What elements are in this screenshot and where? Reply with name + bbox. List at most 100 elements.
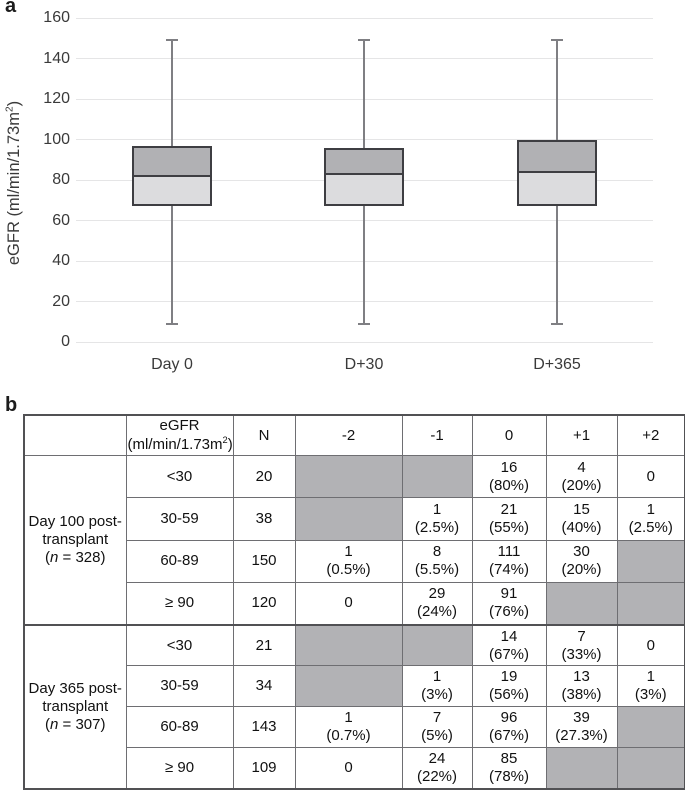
y-tick-label: 60	[52, 211, 70, 229]
shift-count: 85	[500, 750, 518, 768]
panel-b-label: b	[5, 394, 18, 416]
n-count-cell: 150	[232, 539, 296, 584]
table-row: 30-59 34 1 (3%) 19 (56%) 13 (38%) 1 (3%)	[24, 665, 685, 708]
shift-count: 91	[500, 585, 518, 603]
table-row: ≥ 90 120 0 29 (24%) 91 (76%)	[24, 582, 685, 626]
header-shift-category-cell: -1	[401, 414, 473, 456]
box	[324, 147, 404, 207]
box-upper-quartile	[519, 141, 595, 173]
egfr-shift-table: eGFR (ml/min/1.73m2) N -2 -1 0 +1 +2 Day 100 pos…	[23, 414, 685, 790]
egfr-range-cell: <30	[125, 454, 234, 499]
shift-value-cell: 1 (0.5%)	[294, 539, 403, 584]
gray-cell	[616, 582, 685, 626]
gray-cell	[616, 539, 685, 584]
table-header-row: eGFR (ml/min/1.73m2) N -2 -1 0 +1 +2	[23, 414, 685, 456]
header-egfr-line1: eGFR	[159, 417, 200, 434]
header-corner-cell	[23, 414, 127, 456]
gray-cell	[401, 454, 473, 499]
shift-count: 19	[500, 668, 518, 686]
box-upper-quartile	[326, 149, 402, 175]
header-n-cell: N	[232, 414, 296, 456]
whisker-cap-top	[166, 39, 178, 42]
shift-value-cell: 1 (0.7%)	[294, 706, 403, 749]
shift-value-cell: 13 (38%)	[545, 665, 618, 708]
shift-percent: (24%)	[416, 603, 457, 621]
row-group-label-line2: transplant	[42, 530, 109, 548]
table-row: ≥ 90 109 0 24 (22%) 85 (78%)	[24, 747, 685, 790]
y-tick-label: 80	[52, 171, 70, 188]
shift-percent: (76%)	[488, 603, 529, 621]
row-group-n-value: = 328)	[58, 548, 106, 566]
n-count-cell: 143	[232, 706, 296, 749]
shift-count: 1	[432, 668, 442, 686]
shift-count: 39	[573, 709, 590, 727]
shift-percent: (56%)	[488, 686, 529, 704]
gray-cell	[616, 706, 685, 749]
gray-cell	[401, 623, 473, 667]
shift-value-cell: 4 (20%)	[545, 454, 618, 499]
shift-percent: (20%)	[561, 476, 602, 494]
gray-cell	[294, 665, 403, 708]
shift-value-cell: 1 (3%)	[401, 665, 473, 708]
row-group-n-value: = 307)	[58, 715, 106, 733]
row-group-n-symbol: n	[50, 715, 59, 733]
shift-value-cell: 15 (40%)	[545, 497, 618, 541]
gray-cell	[616, 747, 685, 790]
row-group-n-open: (	[45, 548, 51, 566]
shift-count: 0	[646, 467, 655, 485]
shift-percent: (22%)	[416, 768, 457, 786]
shift-percent: (5%)	[421, 727, 453, 745]
shift-count: 1	[646, 501, 655, 519]
shift-percent: (80%)	[488, 476, 529, 494]
shift-value-cell: 21 (55%)	[471, 497, 547, 541]
shift-percent: (78%)	[488, 768, 529, 786]
boxplot-chart: eGFR (ml/min/1.73m2) 0 20 40 60 80 100 120 140 1…	[4, 9, 653, 373]
y-tick-label: 40	[52, 252, 70, 269]
n-count-cell: 38	[232, 497, 296, 541]
shift-value-cell: 29 (24%)	[401, 582, 473, 626]
shift-count: 14	[500, 627, 518, 645]
shift-count: 0	[646, 636, 655, 654]
y-tick-label: 160	[43, 9, 70, 26]
shift-count: 4	[577, 458, 586, 476]
shift-value-cell: 91 (76%)	[471, 582, 547, 626]
shift-value-cell: 7 (5%)	[401, 706, 473, 749]
egfr-range-cell: 30-59	[125, 665, 234, 708]
y-tick-label: 20	[52, 292, 70, 310]
box	[517, 139, 597, 207]
egfr-range-cell: 30-59	[125, 497, 234, 541]
shift-percent: (27.3%)	[555, 727, 608, 745]
shift-value-cell: 96 (67%)	[471, 706, 547, 749]
egfr-range-cell: ≥ 90	[125, 582, 234, 626]
y-tick-label: 140	[43, 49, 70, 67]
x-category-label: D+365	[533, 356, 581, 373]
shift-value-cell: 85 (78%)	[471, 747, 547, 790]
shift-value-cell: 0	[294, 747, 403, 790]
shift-value-cell: 1 (3%)	[616, 665, 685, 708]
shift-value-cell: 0	[294, 582, 403, 626]
gray-cell	[545, 582, 618, 626]
y-tick-label: 100	[43, 130, 70, 148]
row-group-n-open: (	[45, 715, 51, 733]
whisker-cap-bottom	[166, 322, 178, 325]
header-egfr-line2: (ml/min/1.73m	[127, 436, 223, 453]
shift-value-cell: 8 (5.5%)	[401, 539, 473, 584]
n-count-cell: 34	[232, 665, 296, 708]
n-count-cell: 20	[232, 454, 296, 499]
shift-value-cell: 14 (67%)	[471, 623, 547, 667]
header-egfr-cell: eGFR (ml/min/1.73m2)	[125, 414, 234, 456]
gridline	[76, 17, 653, 19]
whisker-cap-top	[551, 39, 563, 42]
gridline	[76, 341, 653, 343]
shift-percent: (2.5%)	[628, 519, 673, 537]
shift-percent: (74%)	[488, 561, 529, 579]
shift-count: 1	[344, 709, 353, 727]
egfr-range-cell: ≥ 90	[125, 747, 234, 790]
shift-percent: (0.7%)	[326, 727, 371, 745]
shift-value-cell: 1 (2.5%)	[401, 497, 473, 541]
shift-value-cell: 24 (22%)	[401, 747, 473, 790]
n-count-cell: 120	[232, 582, 296, 626]
egfr-range-cell: 60-89	[125, 706, 234, 749]
shift-percent: (33%)	[561, 645, 602, 663]
